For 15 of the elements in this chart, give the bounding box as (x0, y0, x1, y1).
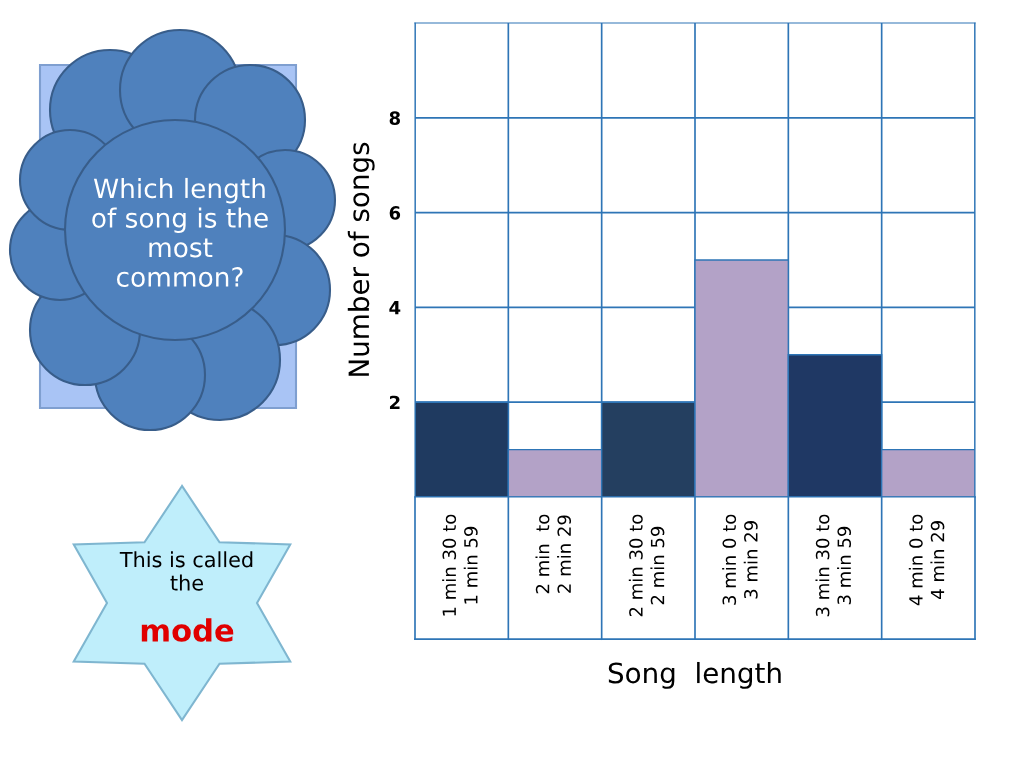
x-axis-title: Song length (608, 661, 781, 689)
y-axis-title: Number of songs (347, 142, 375, 376)
y-tick-label: 2 (389, 395, 400, 410)
x-tick-label: 1 min 30 to 1 min 59 (442, 514, 478, 616)
x-tick-label: 4 min 0 to 4 min 29 (908, 514, 945, 606)
y-tick-label: 6 (389, 206, 401, 220)
x-tick-label: 2 min to 2 min 29 (535, 514, 572, 594)
x-tick-label: 3 min 30 to 3 min 59 (815, 514, 852, 617)
y-tick-label: 8 (389, 111, 400, 125)
text: Which length of song is the most common? (92, 177, 268, 287)
x-tick-label: 3 min 0 to 3 min 29 (722, 514, 758, 605)
text: This is called the (119, 551, 253, 591)
x-tick-label: 2 min 30 to 2 min 59 (628, 514, 665, 617)
text: mode (141, 618, 234, 642)
y-tick-label: 4 (389, 301, 401, 315)
